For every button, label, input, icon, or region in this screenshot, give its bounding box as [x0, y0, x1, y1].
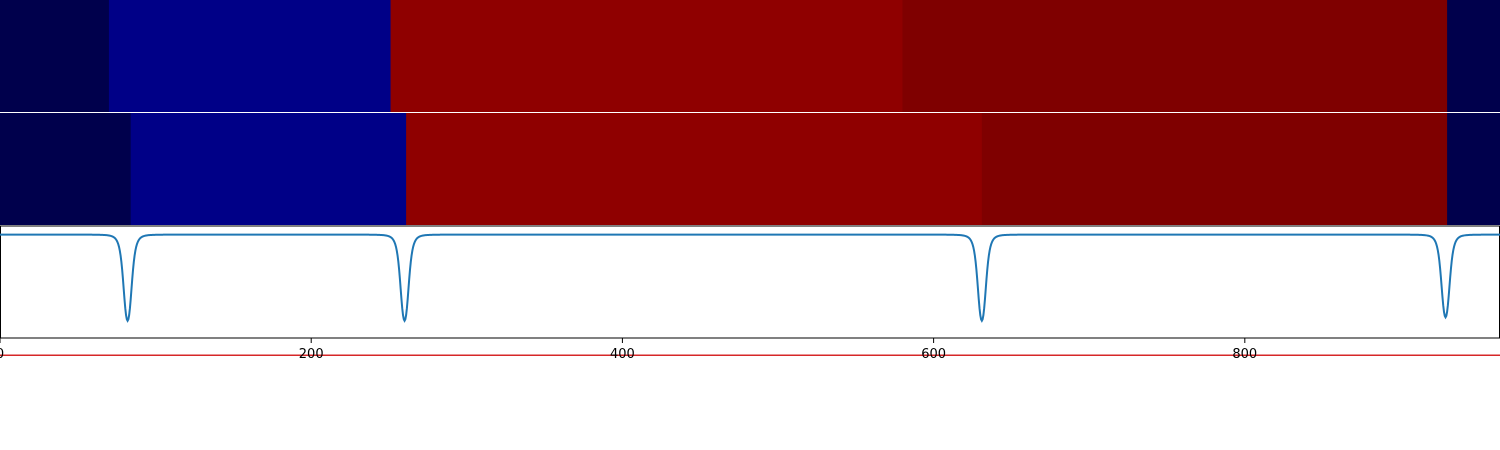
heatmap-row-2-segment-5	[1447, 113, 1500, 225]
heatmap-row-2-segment-2	[130, 113, 407, 225]
heatmap-rows	[0, 0, 1500, 225]
signal-line	[0, 233, 1500, 323]
x-tick-label-800: 800	[1232, 347, 1257, 362]
heatmap-row-2-segment-3	[406, 113, 983, 225]
heatmap-row-1-segment-5	[1447, 0, 1500, 112]
signal-panel	[0, 225, 1500, 356]
x-tick-label-400: 400	[610, 347, 635, 362]
heatmap-row-1-segment-2	[108, 0, 392, 112]
signal-panel-frame	[0, 225, 1500, 339]
heatmap-row-1-segment-1	[0, 0, 110, 112]
heatmap-row-2-segment-1	[0, 113, 132, 225]
heatmap-row-1-segment-3	[390, 0, 903, 112]
heatmap-row-1-segment-4	[902, 0, 1448, 112]
x-axis: 0 200 400 600 800	[0, 338, 1257, 362]
x-tick-label-200: 200	[299, 347, 324, 362]
x-tick-label-0: 0	[0, 347, 4, 362]
heatmap-row-2-segment-4	[981, 113, 1448, 225]
x-tick-label-600: 600	[921, 347, 946, 362]
